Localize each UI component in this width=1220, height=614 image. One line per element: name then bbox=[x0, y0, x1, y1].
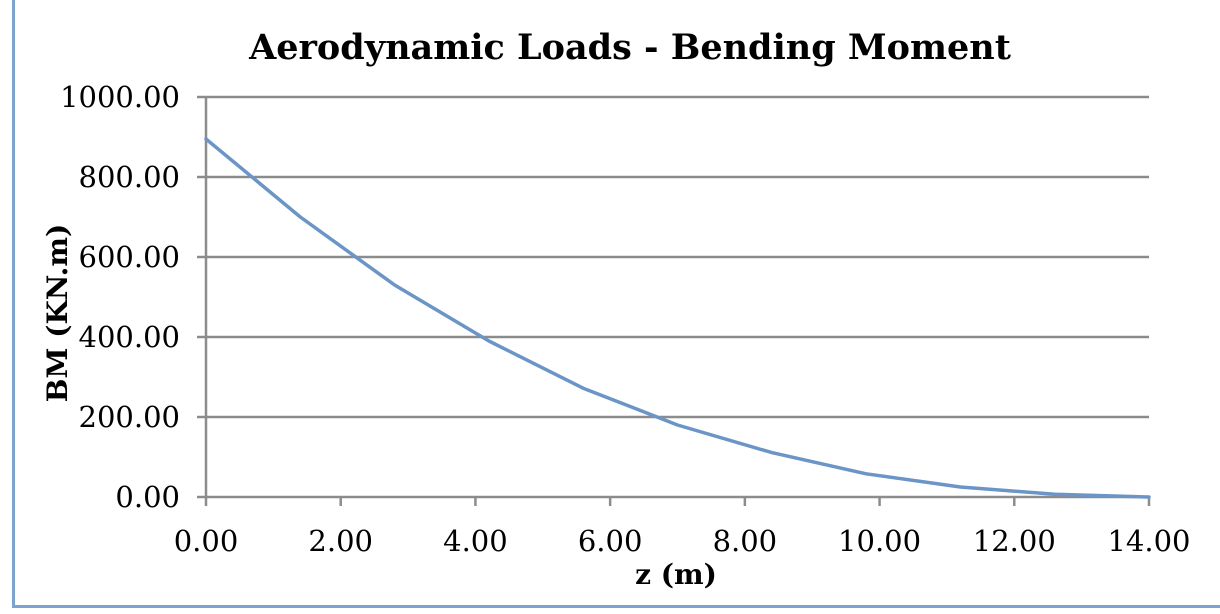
x-tick-label: 0.00 bbox=[174, 524, 239, 558]
x-tick-label: 10.00 bbox=[838, 524, 921, 558]
y-tick-label: 200.00 bbox=[79, 400, 180, 434]
series-layer bbox=[204, 137, 1151, 499]
x-axis-title: z (m) bbox=[635, 558, 717, 591]
grid-lines bbox=[206, 95, 1149, 419]
x-tick-label: 2.00 bbox=[308, 524, 373, 558]
bending-moment-series-line bbox=[204, 137, 1151, 499]
chart-frame bbox=[12, 0, 1220, 608]
y-tick-label: 400.00 bbox=[79, 320, 180, 354]
y-tick-labels: 0.00 200.00 400.00 600.00 800.00 1000.00 bbox=[60, 80, 180, 514]
axes bbox=[197, 95, 1151, 506]
x-tick-label: 8.00 bbox=[713, 524, 778, 558]
x-tick-label: 4.00 bbox=[443, 524, 508, 558]
x-tick-label: 12.00 bbox=[973, 524, 1056, 558]
y-tick-label: 800.00 bbox=[79, 160, 180, 194]
y-tick-label: 1000.00 bbox=[60, 80, 180, 114]
x-tick-label: 6.00 bbox=[578, 524, 643, 558]
y-tick-label: 0.00 bbox=[115, 480, 180, 514]
y-tick-label: 600.00 bbox=[79, 240, 180, 274]
x-tick-labels: 0.00 2.00 4.00 6.00 8.00 10.00 12.00 14.00 bbox=[174, 524, 1191, 558]
y-axis-title: BM (KN.m) bbox=[41, 224, 74, 402]
chart-title: Aerodynamic Loads - Bending Moment bbox=[248, 27, 1011, 68]
x-tick-label: 14.00 bbox=[1107, 524, 1190, 558]
